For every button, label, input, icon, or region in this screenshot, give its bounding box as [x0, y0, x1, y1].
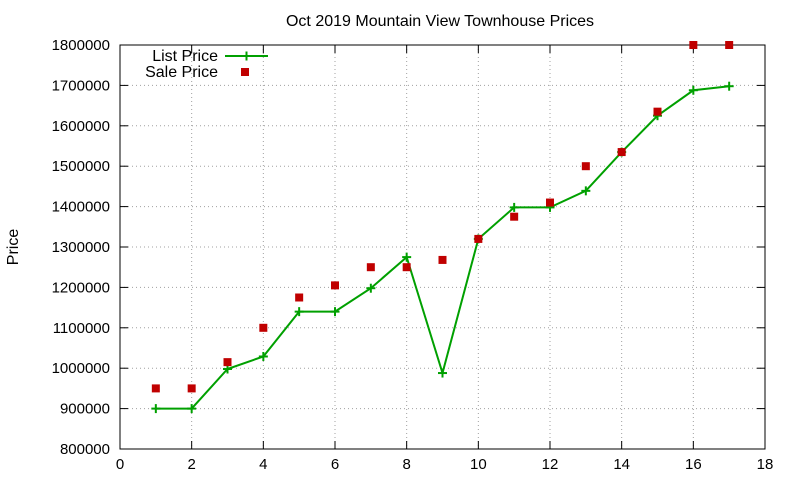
x-tick-label: 8 [402, 456, 410, 473]
y-tick-label: 1800000 [52, 37, 110, 54]
sale-price-point [295, 293, 304, 302]
grid-lines [120, 45, 765, 449]
sale-price-point [510, 212, 519, 221]
y-tick-label: 1700000 [52, 77, 110, 94]
x-tick-label: 16 [685, 456, 702, 473]
y-axis-label: Price [5, 229, 22, 266]
sale-price-point [223, 358, 232, 367]
y-tick-label: 900000 [60, 401, 110, 418]
x-tick-label: 10 [470, 456, 487, 473]
y-tick-label: 1300000 [52, 239, 110, 256]
list-price-point [151, 404, 161, 414]
sale-price-point [617, 148, 626, 157]
list-price-point [258, 351, 268, 361]
list-price-point [509, 202, 519, 212]
sale-price-point [474, 234, 483, 243]
sale-price-point [546, 198, 554, 207]
series-layer [151, 41, 734, 414]
sale-price-point [331, 281, 339, 290]
x-tick-label: 18 [757, 456, 774, 473]
y-tick-label: 1400000 [52, 199, 110, 216]
y-tick-label: 1600000 [52, 118, 110, 135]
chart-title: Oct 2019 Mountain View Townhouse Prices [286, 13, 594, 30]
x-tick-label: 2 [187, 456, 195, 473]
x-tick-label: 6 [331, 456, 339, 473]
y-tick-label: 800000 [60, 441, 110, 458]
sale-price-point [151, 384, 160, 393]
y-tick-label: 1200000 [52, 279, 110, 296]
axis-ticks: 800000 900000 1000000 1100000 1200000 1300000… [52, 37, 774, 473]
list-price-point [402, 252, 412, 262]
legend-label-list-price: List Price [152, 48, 218, 65]
x-tick-label: 4 [259, 456, 267, 473]
list-price-point [366, 283, 376, 293]
list-price-point [294, 307, 304, 317]
sale-price-point [725, 41, 734, 49]
x-tick-label: 14 [613, 456, 630, 473]
legend-swatch-list-price-marker [242, 51, 251, 61]
list-price-point [581, 186, 591, 196]
y-tick-label: 1100000 [53, 320, 110, 337]
x-tick-label: 12 [542, 456, 559, 473]
legend-swatch-sale-price [241, 68, 249, 76]
sale-price-point [187, 384, 196, 393]
list-price-point [187, 404, 197, 414]
y-tick-label: 1000000 [52, 360, 110, 377]
x-tick-label: 0 [116, 456, 124, 473]
legend-label-sale-price: Sale Price [145, 64, 218, 81]
sale-price-point [402, 263, 411, 272]
list-price-point [438, 368, 447, 378]
sale-price-point [438, 255, 447, 264]
sale-price-point [366, 263, 375, 272]
sale-price-point [259, 323, 268, 332]
list-price-point [688, 85, 698, 95]
sale-price-point [653, 107, 662, 116]
list-price-point [330, 307, 340, 317]
sale-price-point [581, 162, 590, 171]
y-tick-label: 1500000 [52, 158, 110, 175]
list-price-line [155, 85, 730, 410]
sale-price-point [689, 41, 698, 49]
list-price-point [724, 81, 734, 91]
